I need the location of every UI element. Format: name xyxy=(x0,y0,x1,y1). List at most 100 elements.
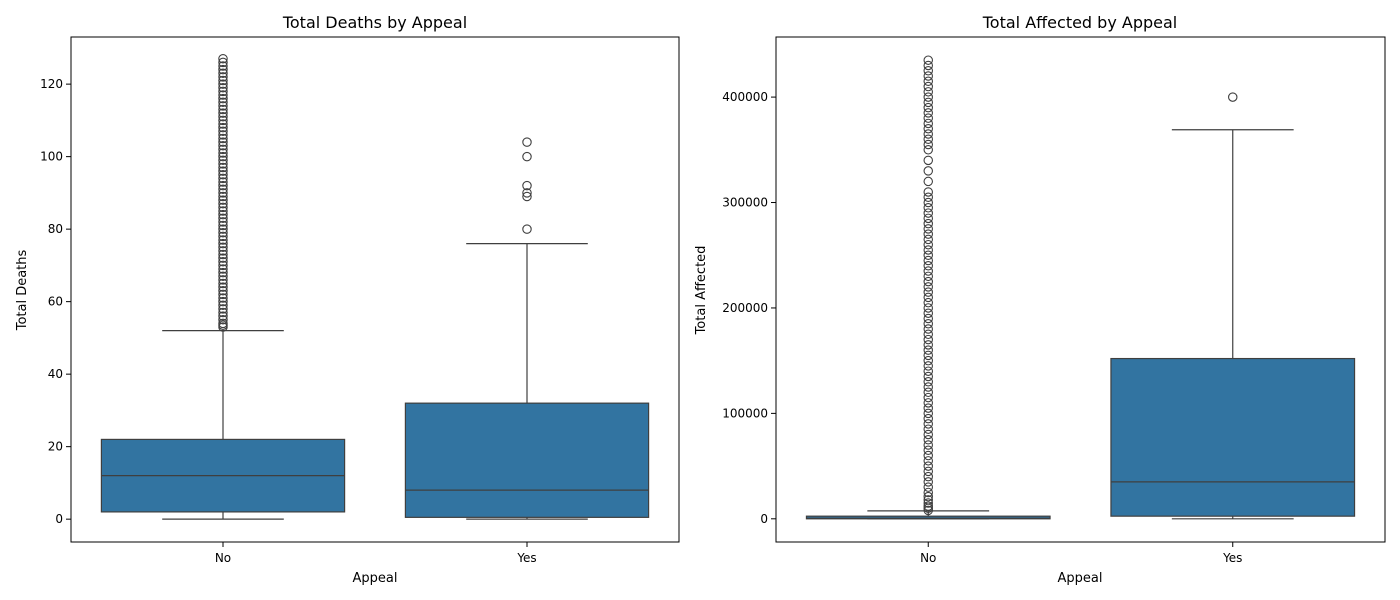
affected-outlier-point xyxy=(923,97,933,108)
deaths-outlier-point xyxy=(522,224,532,234)
deaths-outlier-point xyxy=(218,148,228,158)
affected-outlier-point xyxy=(923,382,933,392)
affected-outlier-point xyxy=(923,71,933,81)
affected-outlier-point xyxy=(923,398,933,408)
deaths-outlier-point xyxy=(218,54,228,64)
deaths-outlier-point xyxy=(218,242,228,253)
affected-y-tick-label: 300000 xyxy=(722,196,768,210)
affected-y-tick-label: 400000 xyxy=(722,90,768,104)
deaths-outlier-point xyxy=(218,199,228,209)
deaths-outlier-point xyxy=(218,278,228,289)
deaths-outlier-point xyxy=(218,220,228,231)
deaths-outlier-point xyxy=(218,180,228,191)
deaths-outlier-point xyxy=(218,206,228,216)
deaths-outlier-point xyxy=(218,79,228,89)
affected-outlier-point xyxy=(923,276,933,287)
deaths-outlier-point xyxy=(522,180,532,191)
deaths-chart-axes: 0 20 40 60 80 100 120 No Yes xyxy=(40,77,537,565)
deaths-outlier-point xyxy=(218,191,228,202)
deaths-outlier-point xyxy=(218,231,228,242)
affected-outlier-point xyxy=(923,229,933,239)
deaths-outlier-point xyxy=(218,267,228,278)
affected-plot-frame xyxy=(775,36,1386,543)
deaths-outlier-point xyxy=(218,246,228,256)
deaths-y-tick-label: 80 xyxy=(48,222,63,236)
deaths-y-tick-label: 40 xyxy=(48,367,63,381)
deaths-outlier-point xyxy=(218,238,228,249)
deaths-outlier-point xyxy=(218,83,228,93)
affected-outlier-point xyxy=(923,334,933,345)
affected-outlier-point xyxy=(923,456,933,466)
deaths-outlier-point xyxy=(218,119,228,129)
affected-x-tick-label: No xyxy=(920,551,936,565)
deaths-box-yes xyxy=(404,137,650,520)
affected-outlier-point xyxy=(1228,92,1238,102)
affected-outlier-point xyxy=(923,477,933,487)
deaths-outlier-point xyxy=(218,184,228,195)
deaths-outlier-point xyxy=(218,166,228,176)
deaths-outlier-point xyxy=(218,300,228,311)
deaths-outlier-point xyxy=(218,195,228,205)
deaths-outlier-point xyxy=(218,188,228,198)
deaths-outlier-point xyxy=(218,104,228,115)
affected-outlier-point xyxy=(923,392,933,403)
affected-outlier-point xyxy=(923,482,933,492)
affected-outlier-point xyxy=(923,501,933,511)
deaths-outlier-point xyxy=(218,311,228,321)
deaths-outlier-point xyxy=(218,213,228,224)
deaths-y-tick-label: 60 xyxy=(48,295,63,309)
affected-outlier-point xyxy=(923,197,933,208)
deaths-outlier-point xyxy=(218,68,228,79)
affected-y-axis-label: Total Affected xyxy=(694,246,709,336)
affected-outlier-point xyxy=(923,187,933,197)
deaths-outlier-point xyxy=(218,155,228,166)
deaths-plot-frame xyxy=(70,36,680,543)
deaths-outlier-point xyxy=(218,260,228,271)
deaths-outlier-point xyxy=(218,264,228,274)
deaths-outlier-point xyxy=(218,282,228,292)
affected-x-tick-label: Yes xyxy=(1222,551,1242,565)
affected-outlier-point xyxy=(923,419,933,429)
deaths-outlier-point xyxy=(218,173,228,184)
deaths-outlier-point xyxy=(218,249,228,260)
deaths-outlier-point xyxy=(218,170,228,180)
deaths-outlier-point xyxy=(218,126,228,137)
affected-outlier-point xyxy=(923,297,933,308)
deaths-outlier-point xyxy=(218,307,228,318)
affected-outlier-point xyxy=(923,108,933,118)
affected-outlier-point xyxy=(923,361,933,371)
affected-outlier-point xyxy=(923,87,933,97)
affected-outlier-point xyxy=(923,355,933,366)
affected-outlier-point xyxy=(923,403,933,413)
affected-outlier-point xyxy=(923,408,933,419)
affected-outlier-point xyxy=(923,81,933,92)
affected-chart-marks xyxy=(805,55,1356,520)
affected-outlier-point xyxy=(923,450,933,461)
affected-outlier-point xyxy=(923,261,933,271)
affected-y-tick-label: 0 xyxy=(760,512,768,526)
deaths-x-axis-label: Appeal xyxy=(353,571,398,586)
deaths-chart-marks xyxy=(100,54,650,520)
affected-outlier-point xyxy=(923,113,933,123)
affected-outlier-point xyxy=(923,329,933,340)
affected-outlier-point xyxy=(923,92,933,102)
deaths-outlier-point xyxy=(218,304,228,314)
deaths-outlier-point xyxy=(218,93,228,104)
affected-outlier-point xyxy=(923,461,933,471)
deaths-iqr-box xyxy=(404,402,650,518)
deaths-outlier-point xyxy=(218,151,228,162)
affected-outlier-point xyxy=(923,434,933,445)
affected-outlier-point xyxy=(923,495,933,505)
deaths-outlier-point xyxy=(218,289,228,300)
affected-outlier-point xyxy=(923,303,933,313)
deaths-outlier-point xyxy=(218,209,228,220)
affected-x-axis-label: Appeal xyxy=(1058,571,1103,586)
affected-chart-panel: 0 100000 200000 300000 400000 No Yes Total Aff… xyxy=(694,13,1386,586)
deaths-outlier-point xyxy=(218,253,228,263)
affected-outlier-point xyxy=(923,245,933,255)
deaths-y-tick-label: 120 xyxy=(40,77,63,91)
affected-outlier-point xyxy=(923,313,933,324)
deaths-outlier-point xyxy=(522,188,532,198)
affected-outlier-point xyxy=(923,376,933,387)
deaths-y-tick-label: 0 xyxy=(55,512,63,526)
